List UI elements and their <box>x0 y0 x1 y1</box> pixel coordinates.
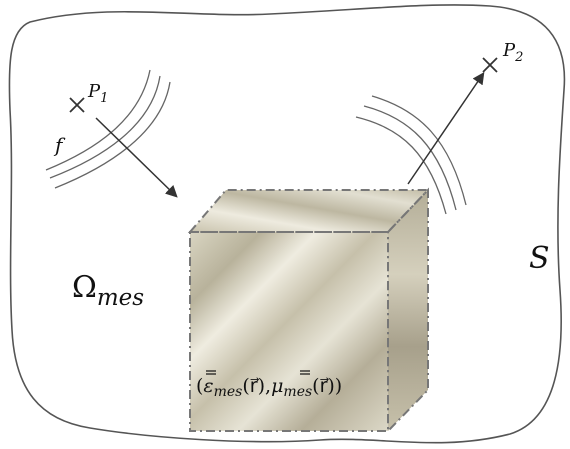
f-label: f <box>53 133 66 157</box>
p2-cross-marker <box>482 57 498 73</box>
omega-label: Ωmes <box>72 270 144 311</box>
incident-wave-2 <box>49 75 161 179</box>
incident-wavefronts <box>45 69 171 189</box>
cube-side-face <box>388 190 428 431</box>
surface-label: S <box>529 241 550 276</box>
p1-cross-marker <box>69 97 85 113</box>
measurement-cube <box>187 187 431 434</box>
incident-arrow <box>95 117 178 198</box>
scattered-wave-2 <box>363 105 457 211</box>
tensor-bars <box>206 370 310 375</box>
incident-wave-3 <box>54 81 171 189</box>
p2-label: P2 <box>502 40 523 65</box>
cube-front-face <box>190 232 388 431</box>
incident-wave-1 <box>45 69 151 171</box>
surface-boundary <box>8 4 566 444</box>
scattered-wave-3 <box>355 116 447 215</box>
scattered-wavefronts <box>355 95 467 215</box>
scattered-wave-1 <box>371 95 467 206</box>
material-tensor-label: (εmes(r⃗),μmes(r⃗)) <box>196 375 342 400</box>
cube-top-face <box>190 190 428 232</box>
scattered-arrow <box>407 72 485 185</box>
p1-label: P1 <box>87 81 108 106</box>
